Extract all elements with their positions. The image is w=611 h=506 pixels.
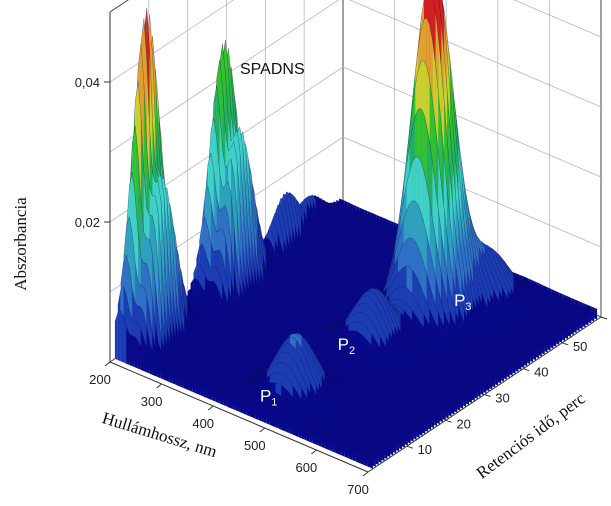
surface-segment	[524, 354, 528, 367]
surface-segment	[536, 346, 539, 359]
surface-segment	[568, 325, 571, 337]
surface-mesh-line	[254, 200, 513, 366]
surface-segment	[480, 383, 484, 396]
surface-segment	[588, 311, 592, 324]
surface-segment	[585, 313, 589, 326]
surface-segment	[466, 393, 469, 405]
surface-segment	[492, 375, 496, 388]
surface-segment	[469, 391, 472, 403]
surface-segment	[582, 315, 586, 328]
surface-segment	[498, 371, 501, 384]
surface-segment	[515, 360, 519, 372]
surface-segment	[489, 377, 493, 390]
surface-segment	[506, 366, 510, 378]
surface-mesh-line	[257, 156, 516, 364]
surface-segment	[521, 356, 525, 368]
surface-segment	[547, 338, 551, 351]
surface-segment	[460, 397, 464, 409]
surface-segment	[527, 352, 531, 365]
surface-segment	[439, 410, 443, 423]
surface-segment	[594, 307, 598, 320]
surface-segment	[442, 408, 446, 421]
surface-segment	[562, 329, 566, 341]
surface-segment	[454, 400, 458, 413]
surface-segment	[451, 402, 455, 415]
surface-segment	[573, 321, 577, 334]
surface-segment	[565, 327, 568, 339]
surface-segment	[541, 342, 545, 355]
surface-ridges	[114, 0, 598, 469]
surface-segment	[486, 379, 490, 392]
surface-segment	[571, 323, 574, 336]
surface-segment	[463, 395, 467, 407]
surface-segment	[457, 398, 461, 411]
surface-segment	[538, 344, 542, 357]
surface-segment	[483, 381, 487, 394]
surface-segment	[530, 350, 533, 363]
surface-segment	[474, 387, 478, 399]
surface-segment	[512, 362, 516, 374]
surface-segment	[501, 369, 504, 382]
surface-segment	[533, 348, 536, 361]
surface-segment	[445, 406, 449, 419]
surface-segment	[579, 317, 583, 330]
surface-segment	[576, 319, 580, 332]
surface-segment	[544, 340, 548, 353]
surface-segment	[553, 335, 557, 347]
surface-segment	[556, 333, 560, 345]
surface-segment	[550, 336, 554, 349]
surface-segment	[471, 389, 475, 401]
surface-segment	[504, 367, 507, 380]
surface-segment	[591, 309, 595, 322]
surface-segment	[495, 373, 499, 386]
surface-segment	[448, 404, 452, 417]
surface-segment	[518, 358, 522, 370]
surface-segment	[559, 331, 563, 343]
surface-segment	[509, 364, 513, 376]
surface-segment	[477, 385, 481, 398]
